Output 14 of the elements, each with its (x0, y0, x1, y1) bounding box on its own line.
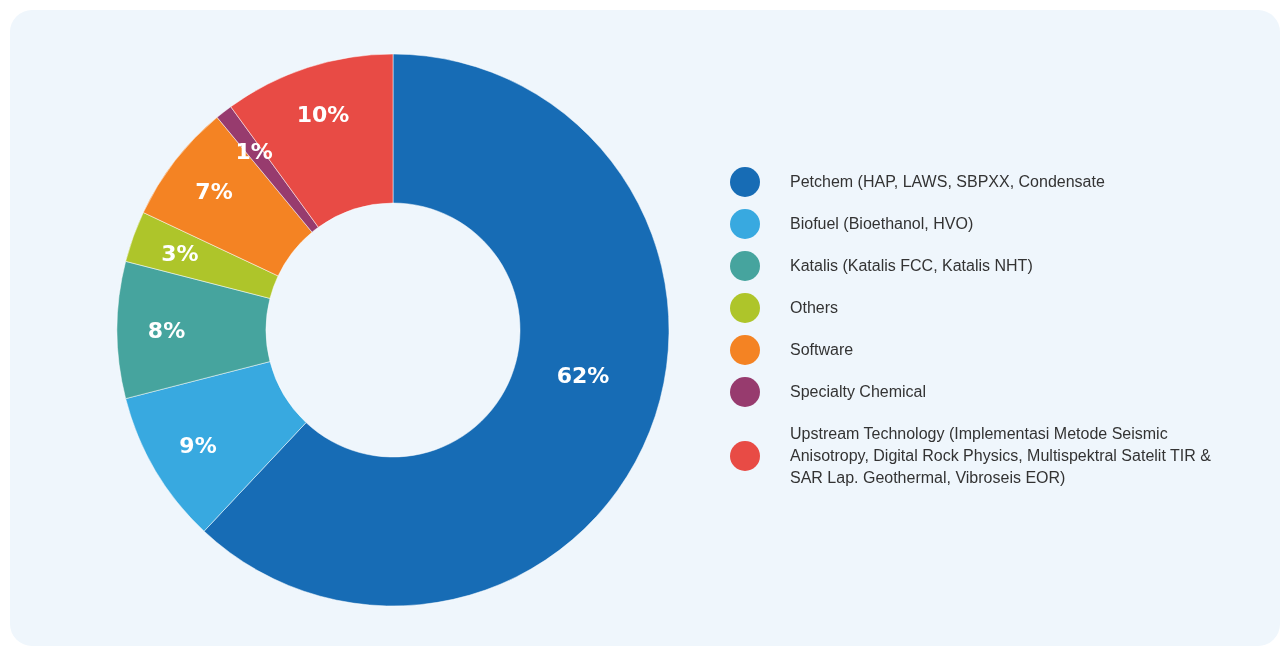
legend-label: Software (790, 341, 854, 358)
data-label: 9% (179, 433, 217, 458)
legend-label: Specialty Chemical (790, 383, 927, 400)
legend-label: Biofuel (Bioethanol, HVO) (790, 215, 974, 232)
legend-label: Upstream Technology (Implementasi Metode Seismic Anisotropy, Digital Rock Physics, Multispektral Satelit TIR & SAR Lap. Geothermal, Vibroseis EOR) (790, 425, 1212, 486)
data-label: 1% (235, 138, 273, 164)
legend-label: Others (790, 299, 839, 316)
data-label: 62% (556, 362, 610, 388)
legend-label: Petchem (HAP, LAWS, SBPXX, Condensate (790, 173, 1105, 190)
data-label: 7% (195, 178, 233, 204)
data-label: 8% (147, 317, 186, 343)
data-label: 10% (296, 102, 350, 128)
data-label: 3% (161, 240, 199, 266)
legend-label: Katalis (Katalis FCC, Katalis NHT) (790, 257, 1033, 274)
